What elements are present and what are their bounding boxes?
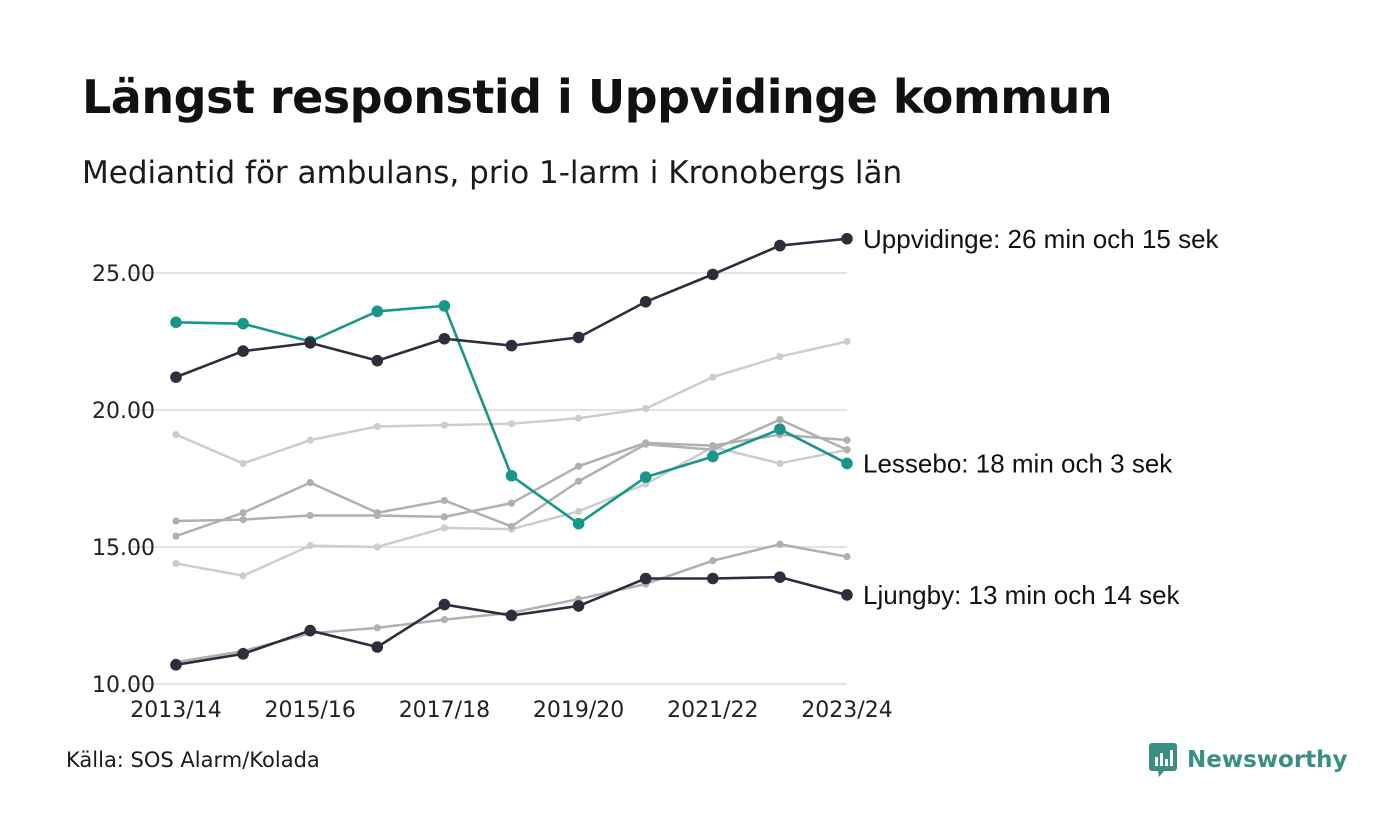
data-point-background-3 — [239, 516, 247, 524]
data-point-background-1 — [239, 459, 247, 468]
data-point-background-1 — [709, 373, 717, 381]
x-tick-label: 2017/18 — [399, 698, 490, 723]
data-point-ljungby — [438, 598, 451, 611]
data-point-background-4 — [306, 479, 314, 487]
data-point-background-5 — [373, 624, 381, 632]
data-point-background-3 — [507, 499, 516, 507]
data-point-lessebo — [170, 316, 182, 329]
data-point-background-2 — [440, 524, 448, 532]
data-point-background-1 — [373, 422, 381, 431]
data-point-uppvidinge — [774, 239, 786, 252]
data-point-background-5 — [843, 552, 851, 561]
data-point-uppvidinge — [371, 354, 384, 367]
data-point-background-4 — [776, 415, 784, 424]
data-point-lessebo — [572, 517, 585, 530]
data-point-ljungby — [774, 571, 786, 583]
data-point-background-3 — [843, 436, 851, 444]
data-point-background-2 — [172, 559, 180, 568]
data-point-lessebo — [774, 423, 786, 435]
data-point-background-3 — [440, 513, 448, 521]
x-tick-label: 2021/22 — [667, 698, 758, 723]
data-point-background-1 — [440, 421, 448, 429]
data-point-background-2 — [776, 459, 784, 468]
data-point-background-4 — [642, 440, 650, 448]
y-tick-label: 15.00 — [92, 536, 155, 561]
brand-logo[interactable]: Newsworthy — [1148, 742, 1348, 778]
series-label-lessebo: Lessebo: 18 min och 3 sek — [863, 448, 1173, 478]
data-point-background-4 — [575, 477, 583, 485]
data-point-uppvidinge — [841, 232, 853, 245]
data-point-background-4 — [172, 532, 180, 540]
data-point-ljungby — [304, 624, 317, 637]
series-label-ljungby: Ljungby: 13 min och 14 sek — [863, 580, 1181, 610]
data-point-ljungby — [639, 572, 652, 585]
data-point-background-3 — [172, 517, 180, 525]
data-point-background-4 — [440, 496, 448, 505]
data-point-background-3 — [575, 462, 583, 470]
data-point-background-3 — [306, 511, 314, 520]
data-point-uppvidinge — [438, 332, 451, 345]
data-point-ljungby — [572, 600, 585, 612]
data-point-uppvidinge — [237, 345, 249, 357]
y-tick-label: 10.00 — [92, 673, 155, 698]
data-point-background-4 — [507, 522, 516, 531]
y-tick-label: 20.00 — [92, 399, 155, 424]
data-point-lessebo — [438, 300, 451, 312]
data-point-lessebo — [841, 457, 853, 470]
data-point-ljungby — [505, 609, 518, 622]
data-point-uppvidinge — [505, 339, 518, 352]
data-point-lessebo — [639, 471, 652, 483]
x-tick-label: 2023/24 — [801, 698, 892, 723]
data-point-background-1 — [575, 414, 583, 422]
data-point-ljungby — [371, 641, 384, 653]
data-point-uppvidinge — [304, 337, 317, 349]
data-point-background-1 — [306, 436, 314, 444]
series-label-uppvidinge: Uppvidinge: 26 min och 15 sek — [863, 224, 1220, 254]
data-point-background-5 — [776, 540, 784, 548]
x-tick-label: 2019/20 — [533, 698, 624, 723]
y-tick-label: 25.00 — [92, 262, 155, 287]
data-point-uppvidinge — [170, 371, 182, 383]
data-point-ljungby — [170, 659, 182, 671]
data-point-background-1 — [172, 431, 180, 439]
x-tick-label: 2013/14 — [130, 698, 221, 723]
data-point-uppvidinge — [639, 295, 652, 308]
data-point-background-5 — [440, 616, 448, 624]
chart-title: Längst responstid i Uppvidinge kommun — [82, 70, 1113, 124]
data-point-uppvidinge — [572, 331, 585, 344]
series-line-uppvidinge — [175, 237, 848, 379]
data-point-ljungby — [237, 648, 249, 660]
data-point-background-1 — [507, 420, 516, 428]
data-point-background-4 — [843, 446, 851, 454]
data-point-ljungby — [707, 572, 719, 585]
data-point-background-1 — [642, 405, 650, 413]
data-point-uppvidinge — [707, 268, 719, 281]
series-line-background-1 — [175, 340, 848, 465]
chart-subtitle: Mediantid för ambulans, prio 1-larm i Kr… — [82, 155, 903, 191]
series-line-background-2 — [175, 445, 848, 578]
data-point-background-4 — [239, 509, 247, 517]
x-tick-label: 2015/16 — [264, 698, 355, 723]
data-point-lessebo — [237, 317, 249, 330]
data-point-lessebo — [505, 469, 518, 482]
data-point-lessebo — [371, 305, 384, 318]
data-point-background-2 — [239, 572, 247, 580]
source-note: Källa: SOS Alarm/Kolada — [66, 748, 320, 772]
data-point-background-2 — [306, 542, 314, 550]
brand-name: Newsworthy — [1187, 747, 1348, 773]
data-point-background-2 — [575, 507, 583, 515]
series-line-lessebo — [175, 304, 848, 526]
data-point-background-4 — [373, 509, 381, 517]
data-point-ljungby — [841, 589, 853, 601]
data-point-lessebo — [707, 450, 719, 463]
data-point-background-1 — [776, 352, 784, 361]
data-point-background-5 — [709, 557, 717, 565]
data-point-background-1 — [843, 337, 851, 346]
newsworthy-logo-icon — [1149, 743, 1177, 777]
data-point-background-2 — [373, 543, 381, 551]
